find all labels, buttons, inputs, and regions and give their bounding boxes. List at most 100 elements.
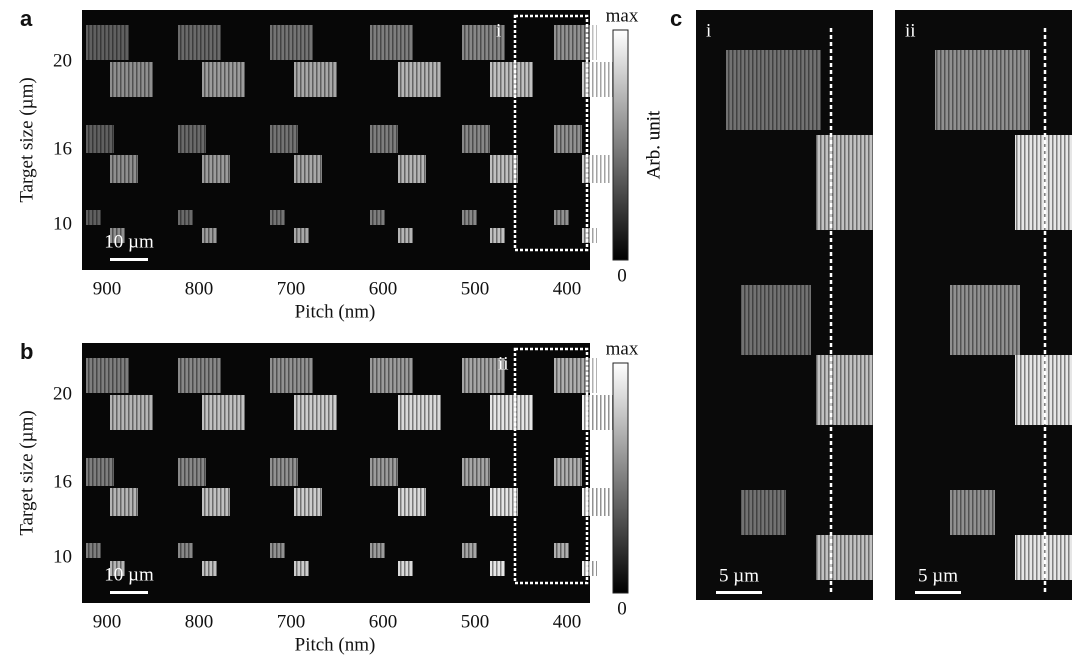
y-tick-label: 20: [53, 383, 72, 404]
square: [462, 25, 505, 60]
inset-box: [513, 347, 589, 585]
square: [110, 62, 153, 97]
square: [202, 561, 217, 576]
square: [398, 155, 426, 183]
square: [554, 458, 582, 486]
square: [554, 125, 582, 153]
square: [202, 155, 230, 183]
square: [462, 125, 490, 153]
image: [82, 343, 590, 603]
square: [554, 358, 597, 393]
square: [86, 25, 129, 60]
square: [490, 488, 518, 516]
square: [370, 543, 385, 558]
square: [178, 458, 206, 486]
y-tick-label: 16: [53, 138, 72, 159]
colorbar-max: max: [606, 5, 639, 26]
square: [294, 155, 322, 183]
square: [294, 395, 337, 430]
square: [270, 458, 298, 486]
square: [554, 210, 569, 225]
panel-label: a: [20, 6, 33, 31]
x-tick-label: 900: [93, 611, 122, 632]
scale-bar: [716, 591, 762, 594]
inset-label: i: [706, 20, 711, 41]
scale-bar-label: 5 µm: [918, 565, 958, 586]
square: [294, 62, 337, 97]
square: [490, 395, 533, 430]
scale-bar: [110, 258, 148, 261]
square: [950, 490, 995, 535]
scale-bar-label: 10 µm: [104, 564, 154, 585]
scale-bar: [915, 591, 961, 594]
square: [202, 228, 217, 243]
panel-label: b: [20, 339, 33, 364]
square: [110, 488, 138, 516]
square: [110, 228, 125, 243]
x-tick-label: 600: [369, 278, 398, 299]
square: [462, 210, 477, 225]
square: [816, 535, 873, 580]
square: [86, 210, 101, 225]
square: [1015, 355, 1072, 425]
square: [110, 395, 153, 430]
square: [294, 561, 309, 576]
square: [398, 561, 413, 576]
colorbar: [612, 29, 629, 261]
x-axis-label: Pitch (nm): [295, 301, 376, 322]
inset-label: i: [496, 20, 501, 41]
square: [294, 228, 309, 243]
y-tick-label: 16: [53, 471, 72, 492]
square: [110, 561, 125, 576]
square: [202, 62, 245, 97]
square: [554, 25, 597, 60]
square: [178, 210, 193, 225]
inset-label: ii: [905, 20, 916, 41]
square: [398, 488, 426, 516]
square: [370, 458, 398, 486]
square: [270, 543, 285, 558]
square: [726, 50, 821, 130]
x-tick-label: 800: [185, 278, 214, 299]
square: [202, 395, 245, 430]
square: [462, 358, 505, 393]
colorbar-min: 0: [617, 598, 627, 619]
square: [294, 488, 322, 516]
x-tick-label: 900: [93, 278, 122, 299]
square: [270, 125, 298, 153]
square: [370, 358, 413, 393]
scale-bar-label: 10 µm: [104, 231, 154, 252]
square: [270, 210, 285, 225]
square: [178, 125, 206, 153]
square: [270, 358, 313, 393]
square: [178, 358, 221, 393]
square: [178, 25, 221, 60]
square: [86, 358, 129, 393]
x-tick-label: 700: [277, 611, 306, 632]
square: [1015, 535, 1072, 580]
inset-label: ii: [498, 353, 509, 374]
square: [398, 62, 441, 97]
x-axis-label: Pitch (nm): [295, 634, 376, 655]
y-axis-label: Target size (µm): [16, 77, 37, 202]
square: [86, 543, 101, 558]
square: [816, 355, 873, 425]
y-tick-label: 10: [53, 546, 72, 567]
y-tick-label: 20: [53, 50, 72, 71]
square: [490, 561, 505, 576]
x-tick-label: 400: [553, 278, 582, 299]
x-tick-label: 700: [277, 278, 306, 299]
inset-box: [513, 14, 589, 252]
y-tick-label: 10: [53, 213, 72, 234]
x-tick-label: 600: [369, 611, 398, 632]
image: [82, 10, 590, 270]
square: [202, 488, 230, 516]
square: [582, 228, 597, 243]
square: [490, 62, 533, 97]
panel-label: c: [670, 6, 682, 31]
square: [370, 210, 385, 225]
square: [178, 543, 193, 558]
square: [370, 25, 413, 60]
square: [270, 25, 313, 60]
